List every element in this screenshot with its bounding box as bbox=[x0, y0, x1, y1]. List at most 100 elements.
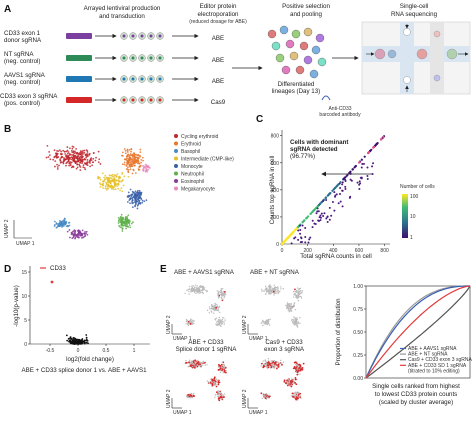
editor-2: ABE bbox=[212, 57, 224, 64]
umap-cell bbox=[137, 202, 140, 205]
e-cell bbox=[297, 365, 299, 367]
e-cell bbox=[217, 324, 219, 326]
antibody-line2: barcoded antibody bbox=[319, 112, 361, 118]
panel-e-label: E bbox=[160, 264, 167, 275]
e-cell bbox=[220, 366, 223, 368]
umap-cell bbox=[72, 230, 75, 233]
umap-cell bbox=[134, 205, 136, 208]
e-cell bbox=[296, 297, 298, 300]
e-cell bbox=[221, 297, 223, 300]
e-cell bbox=[265, 361, 267, 364]
e-cell bbox=[279, 359, 282, 362]
e-cell bbox=[199, 291, 202, 294]
e-cell bbox=[213, 309, 215, 312]
c-point bbox=[305, 216, 308, 220]
x-tick-label: 0 bbox=[77, 348, 80, 354]
e-cell bbox=[299, 322, 301, 325]
c-point bbox=[301, 224, 304, 227]
e-cell bbox=[269, 284, 271, 286]
e-cell bbox=[291, 318, 293, 321]
umap-cell bbox=[53, 149, 56, 152]
e-cell bbox=[225, 369, 227, 372]
e-cell bbox=[265, 396, 267, 399]
umap-cell bbox=[98, 176, 101, 179]
panel-a-label: A bbox=[4, 4, 11, 15]
umap-cell bbox=[128, 165, 131, 167]
cell-nucleus bbox=[158, 98, 162, 102]
e-umap-1: ABE + AAVS1 sgRNA bbox=[174, 269, 235, 276]
e-cell bbox=[294, 321, 296, 323]
e-cell bbox=[191, 288, 193, 291]
umap-cell bbox=[54, 165, 56, 168]
umap-cell bbox=[99, 163, 102, 165]
y-tick-label: 800 bbox=[271, 134, 280, 140]
pooled-cell bbox=[271, 41, 281, 51]
e-cell bbox=[224, 393, 226, 395]
umap-cell bbox=[60, 152, 62, 155]
umap-cell bbox=[137, 192, 139, 195]
e-cell bbox=[214, 396, 216, 399]
e-cell bbox=[220, 288, 223, 290]
e-cell bbox=[267, 361, 270, 363]
umap-cell bbox=[66, 152, 69, 155]
e-cell bbox=[191, 323, 193, 325]
umap-cell bbox=[80, 154, 83, 157]
c-point bbox=[358, 180, 361, 183]
umap-cell bbox=[122, 218, 125, 221]
e-cell bbox=[296, 322, 298, 324]
cd33-legend: CD33 bbox=[50, 265, 66, 272]
e-cell bbox=[295, 365, 297, 367]
cell-nucleus bbox=[122, 56, 126, 60]
e-cell bbox=[220, 291, 222, 294]
e-cell bbox=[290, 303, 293, 305]
umap-cell bbox=[138, 194, 141, 197]
umap-cell bbox=[74, 229, 77, 232]
e-cell bbox=[185, 395, 188, 397]
umap-cell bbox=[57, 156, 60, 158]
e-cell bbox=[188, 285, 191, 288]
e-cell bbox=[283, 379, 286, 382]
e-cell bbox=[296, 296, 298, 299]
e-cell bbox=[222, 290, 224, 293]
c-point bbox=[371, 165, 374, 168]
e-cell bbox=[272, 361, 275, 364]
umap-cell bbox=[72, 151, 75, 154]
e-cell bbox=[294, 382, 297, 384]
e-cell bbox=[301, 370, 303, 372]
umap-cell bbox=[129, 168, 132, 171]
e-cell bbox=[209, 308, 211, 310]
e-cell bbox=[192, 360, 195, 362]
e-cell bbox=[275, 292, 277, 294]
c-point bbox=[310, 211, 314, 214]
umap-cell bbox=[57, 225, 60, 227]
umap-cell bbox=[69, 164, 72, 167]
e-cell bbox=[272, 366, 274, 368]
e-cell bbox=[197, 292, 200, 294]
e-cell bbox=[269, 292, 271, 295]
umap-cell bbox=[130, 154, 132, 157]
y-tick-label: 0.00 bbox=[353, 376, 363, 382]
c-point bbox=[280, 242, 284, 246]
umap-cell bbox=[83, 232, 86, 235]
umap-cell bbox=[134, 190, 137, 193]
umap-cell bbox=[131, 159, 133, 162]
umap-cell bbox=[117, 178, 120, 180]
umap-cell bbox=[139, 192, 142, 195]
distribution-curve bbox=[365, 285, 471, 379]
umap-cell bbox=[70, 232, 73, 235]
e-cell bbox=[217, 395, 220, 398]
e-cell bbox=[199, 366, 202, 368]
umap-cell bbox=[132, 169, 135, 172]
e-cell bbox=[219, 396, 222, 398]
umap-cell bbox=[109, 180, 112, 182]
c-point bbox=[328, 218, 331, 221]
umap-cell bbox=[83, 149, 86, 152]
c-point bbox=[309, 236, 312, 239]
e-cell bbox=[270, 292, 272, 295]
e-cell bbox=[201, 285, 203, 287]
e-cell bbox=[280, 286, 282, 288]
distribution-curve bbox=[365, 285, 471, 379]
pooled-cell bbox=[281, 65, 291, 75]
umap-cell bbox=[127, 166, 129, 169]
